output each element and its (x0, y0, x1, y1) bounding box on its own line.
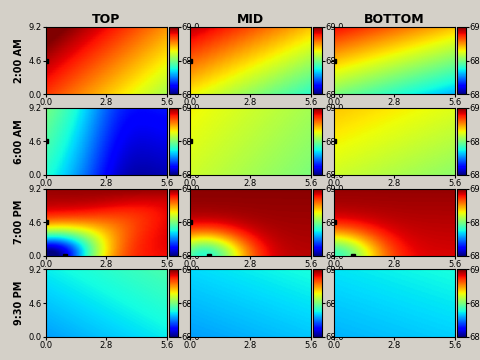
Y-axis label: 2:00 AM: 2:00 AM (14, 38, 24, 83)
Title: BOTTOM: BOTTOM (364, 13, 425, 26)
Title: TOP: TOP (92, 13, 120, 26)
Y-axis label: 6:00 AM: 6:00 AM (14, 119, 24, 164)
Y-axis label: 7:00 PM: 7:00 PM (14, 200, 24, 244)
Title: MID: MID (237, 13, 264, 26)
Y-axis label: 9:30 PM: 9:30 PM (14, 281, 24, 325)
